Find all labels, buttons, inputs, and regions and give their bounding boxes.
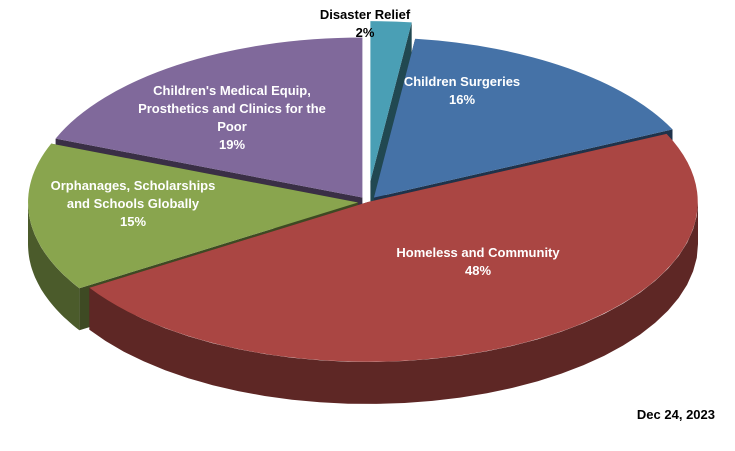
slice-disaster-relief — [370, 21, 412, 182]
slice-homeless-community — [89, 133, 698, 362]
label-homeless-community: Homeless and Community 48% — [396, 245, 560, 278]
chart-date: Dec 24, 2023 — [636, 407, 715, 422]
slice-orphanages-side — [28, 202, 80, 331]
label-disaster-relief: Disaster Relief 2% — [319, 7, 411, 40]
slice-children-surgeries — [373, 38, 673, 198]
slice-homeless-community-side — [89, 202, 698, 404]
label-orphanages: Orphanages, Scholarships and Schools Glo… — [50, 178, 216, 229]
label-children-surgeries: Children Surgeries 16% — [403, 74, 521, 107]
label-medical-equipment: Children's Medical Equip, Prosthetics an… — [138, 83, 326, 152]
pie-top-layer — [28, 21, 698, 362]
slice-medical-equipment — [55, 37, 363, 198]
slice-orphanages — [28, 143, 358, 289]
